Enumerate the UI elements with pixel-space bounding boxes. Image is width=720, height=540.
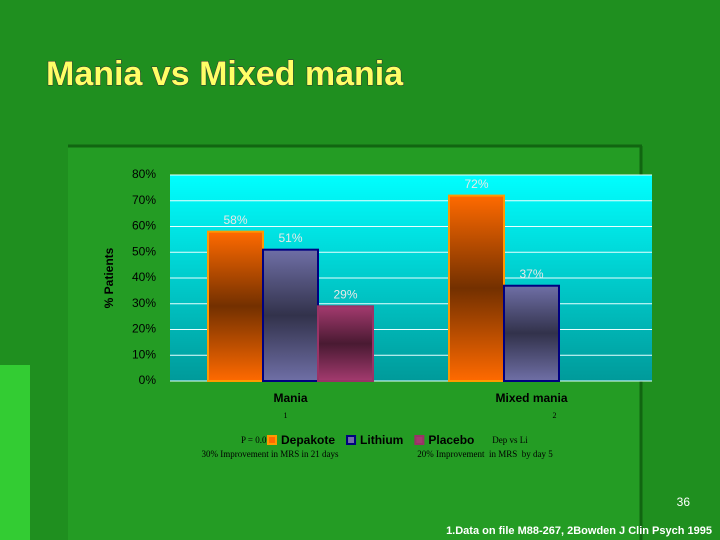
y-tick-label: 20% [132,322,156,336]
annotation: P = 0.01 [241,435,271,445]
value-label: 72% [464,177,488,191]
value-label: 29% [333,287,357,301]
category-note: 2 [553,411,557,420]
y-tick-label: 0% [139,373,157,387]
legend-swatch [346,435,357,445]
annotation: 20% Improvement in MRS by day 5 [417,449,553,459]
value-label: 51% [278,231,302,245]
bar [262,248,319,382]
decor-strip [0,365,30,540]
value-label: 37% [519,267,543,281]
legend-label: Depakote [281,433,335,447]
footnote: 1.Data on file M88-267, 2Bowden J Clin P… [446,525,712,537]
y-tick-label: 70% [132,193,156,207]
y-tick-label: 50% [132,244,156,258]
annotation: Dep vs Li [492,435,528,445]
bar [448,194,505,382]
legend-label: Placebo [428,433,474,447]
y-tick-label: 80% [132,167,156,181]
legend-swatch [267,435,277,445]
annotation: 30% Improvement in MRS in 21 days [202,449,339,459]
x-tick-label: Mania [273,391,307,405]
y-tick-label: 10% [132,347,156,361]
y-axis-label: % Patients [102,247,116,308]
bar [207,230,264,382]
category-note: 1 [284,411,288,420]
page-number: 36 [677,495,691,509]
bar [317,305,374,383]
slide-title: Mania vs Mixed mania [46,55,404,93]
legend-label: Lithium [360,433,403,447]
y-tick-label: 40% [132,270,156,284]
legend-swatch [414,435,425,445]
bar [503,284,560,383]
value-label: 58% [223,213,247,227]
y-tick-label: 30% [132,296,156,310]
x-tick-label: Mixed mania [495,391,567,405]
y-tick-label: 60% [132,219,156,233]
